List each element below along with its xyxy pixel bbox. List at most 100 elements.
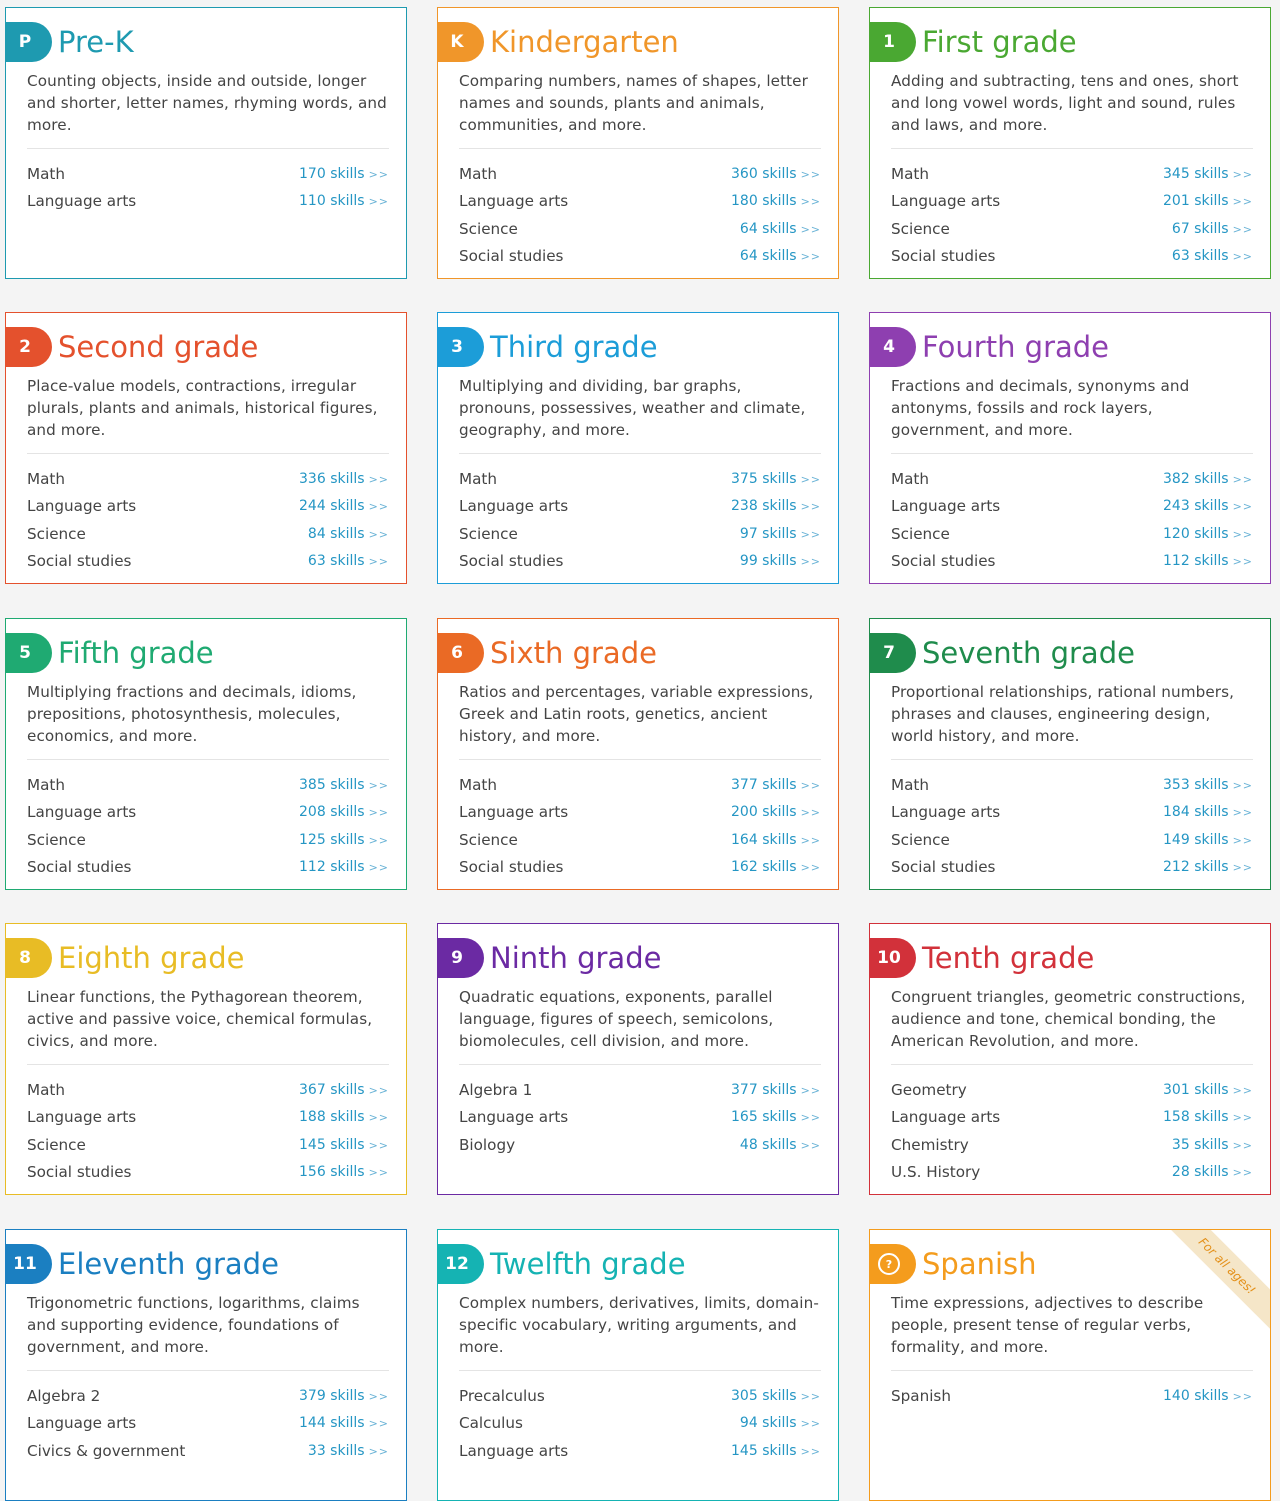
grade-title[interactable]: Seventh grade <box>922 636 1135 670</box>
skills-link[interactable]: 144 skills >> <box>299 1415 389 1432</box>
grade-badge[interactable]: 3 <box>438 327 484 367</box>
grade-badge[interactable]: 2 <box>6 327 52 367</box>
skills-link[interactable]: 367 skills >> <box>299 1081 389 1098</box>
skills-link[interactable]: 212 skills >> <box>1163 859 1253 876</box>
grade-badge[interactable]: 8 <box>6 938 52 978</box>
skills-link[interactable]: 145 skills >> <box>299 1136 389 1153</box>
grade-title[interactable]: Spanish <box>922 1247 1037 1281</box>
skills-link[interactable]: 94 skills >> <box>739 1415 821 1432</box>
skills-link[interactable]: 385 skills >> <box>299 776 389 793</box>
grade-title[interactable]: Third grade <box>490 330 658 364</box>
skills-link[interactable]: 305 skills >> <box>731 1387 821 1404</box>
double-chevron-icon: >> <box>368 472 389 486</box>
skills-link[interactable]: 145 skills >> <box>731 1442 821 1459</box>
skills-link[interactable]: 180 skills >> <box>731 193 821 210</box>
grade-title[interactable]: Fifth grade <box>58 636 214 670</box>
skills-link[interactable]: 97 skills >> <box>739 525 821 542</box>
skills-link[interactable]: 125 skills >> <box>299 831 389 848</box>
skills-link[interactable]: 379 skills >> <box>299 1387 389 1404</box>
skills-link[interactable]: 243 skills >> <box>1163 498 1253 515</box>
grade-badge[interactable]: 9 <box>438 938 484 978</box>
grade-title[interactable]: Fourth grade <box>922 330 1110 364</box>
double-chevron-icon: >> <box>368 527 389 541</box>
grade-description: Fractions and decimals, synonyms and ant… <box>891 377 1190 439</box>
skills-link[interactable]: 377 skills >> <box>731 1081 821 1098</box>
skills-link[interactable]: 200 skills >> <box>731 804 821 821</box>
grade-badge[interactable]: 6 <box>438 633 484 673</box>
skills-link[interactable]: 162 skills >> <box>731 859 821 876</box>
grade-title[interactable]: Eleventh grade <box>58 1247 279 1281</box>
skills-link[interactable]: 112 skills >> <box>1163 553 1253 570</box>
skills-link[interactable]: 99 skills >> <box>739 553 821 570</box>
grade-badge[interactable]: 4 <box>870 327 916 367</box>
skills-link[interactable]: 149 skills >> <box>1163 831 1253 848</box>
grade-title[interactable]: Tenth grade <box>922 941 1095 975</box>
divider <box>459 148 821 149</box>
skills-link[interactable]: 158 skills >> <box>1163 1109 1253 1126</box>
skills-link[interactable]: 336 skills >> <box>299 470 389 487</box>
subject-name: Social studies <box>27 858 132 877</box>
skills-link[interactable]: 67 skills >> <box>1171 220 1253 237</box>
skills-link[interactable]: 184 skills >> <box>1163 804 1253 821</box>
grade-badge[interactable]: 10 <box>870 938 916 978</box>
skills-link[interactable]: 170 skills >> <box>299 165 389 182</box>
skills-link[interactable]: 84 skills >> <box>307 525 389 542</box>
grade-badge[interactable]: P <box>6 22 52 62</box>
skills-link[interactable]: 64 skills >> <box>739 220 821 237</box>
subject-name: Language arts <box>459 192 569 211</box>
skills-link[interactable]: 244 skills >> <box>299 498 389 515</box>
double-chevron-icon: >> <box>1232 222 1253 236</box>
grade-badge[interactable]: ? <box>870 1244 916 1284</box>
skills-link[interactable]: 353 skills >> <box>1163 776 1253 793</box>
subject-row-science: Science 145 skills >> <box>27 1131 389 1159</box>
skills-link[interactable]: 375 skills >> <box>731 470 821 487</box>
skills-link[interactable]: 140 skills >> <box>1163 1387 1253 1404</box>
double-chevron-icon: >> <box>800 1083 821 1097</box>
grade-badge[interactable]: 11 <box>6 1244 52 1284</box>
double-chevron-icon: >> <box>1232 1111 1253 1125</box>
subject-row-language-arts: Language arts 200 skills >> <box>459 799 821 827</box>
skills-link[interactable]: 110 skills >> <box>299 193 389 210</box>
skills-link[interactable]: 63 skills >> <box>1171 248 1253 265</box>
skills-link[interactable]: 382 skills >> <box>1163 470 1253 487</box>
grade-description: Comparing numbers, names of shapes, lett… <box>459 72 808 134</box>
grade-badge[interactable]: 1 <box>870 22 916 62</box>
grade-title[interactable]: First grade <box>922 25 1077 59</box>
subject-name: Math <box>27 469 65 488</box>
grade-title[interactable]: Kindergarten <box>490 25 679 59</box>
grade-badge[interactable]: 12 <box>438 1244 484 1284</box>
subject-row-science: Science 67 skills >> <box>891 215 1253 243</box>
skills-link[interactable]: 301 skills >> <box>1163 1081 1253 1098</box>
grade-title[interactable]: Eighth grade <box>58 941 245 975</box>
skills-link[interactable]: 156 skills >> <box>299 1164 389 1181</box>
skills-link[interactable]: 33 skills >> <box>307 1442 389 1459</box>
skills-link[interactable]: 208 skills >> <box>299 804 389 821</box>
grade-badge[interactable]: 5 <box>6 633 52 673</box>
double-chevron-icon: >> <box>800 1111 821 1125</box>
skills-link[interactable]: 345 skills >> <box>1163 165 1253 182</box>
skills-link[interactable]: 64 skills >> <box>739 248 821 265</box>
divider <box>891 1370 1253 1371</box>
skills-link[interactable]: 120 skills >> <box>1163 525 1253 542</box>
subject-row-spanish: Spanish 140 skills >> <box>891 1382 1253 1410</box>
grade-badge[interactable]: K <box>438 22 484 62</box>
skills-link[interactable]: 35 skills >> <box>1171 1136 1253 1153</box>
skills-link[interactable]: 63 skills >> <box>307 553 389 570</box>
grade-title[interactable]: Ninth grade <box>490 941 662 975</box>
grade-badge[interactable]: 7 <box>870 633 916 673</box>
skills-link[interactable]: 164 skills >> <box>731 831 821 848</box>
skills-link[interactable]: 165 skills >> <box>731 1109 821 1126</box>
grade-title[interactable]: Sixth grade <box>490 636 657 670</box>
subject-row-social-studies: Social studies 112 skills >> <box>27 854 389 882</box>
skills-link[interactable]: 377 skills >> <box>731 776 821 793</box>
grade-title[interactable]: Twelfth grade <box>490 1247 686 1281</box>
skills-link[interactable]: 112 skills >> <box>299 859 389 876</box>
skills-link[interactable]: 28 skills >> <box>1171 1164 1253 1181</box>
skills-link[interactable]: 360 skills >> <box>731 165 821 182</box>
grade-title[interactable]: Pre-K <box>58 25 134 59</box>
skills-link[interactable]: 238 skills >> <box>731 498 821 515</box>
grade-title[interactable]: Second grade <box>58 330 259 364</box>
skills-link[interactable]: 48 skills >> <box>739 1136 821 1153</box>
skills-link[interactable]: 201 skills >> <box>1163 193 1253 210</box>
skills-link[interactable]: 188 skills >> <box>299 1109 389 1126</box>
